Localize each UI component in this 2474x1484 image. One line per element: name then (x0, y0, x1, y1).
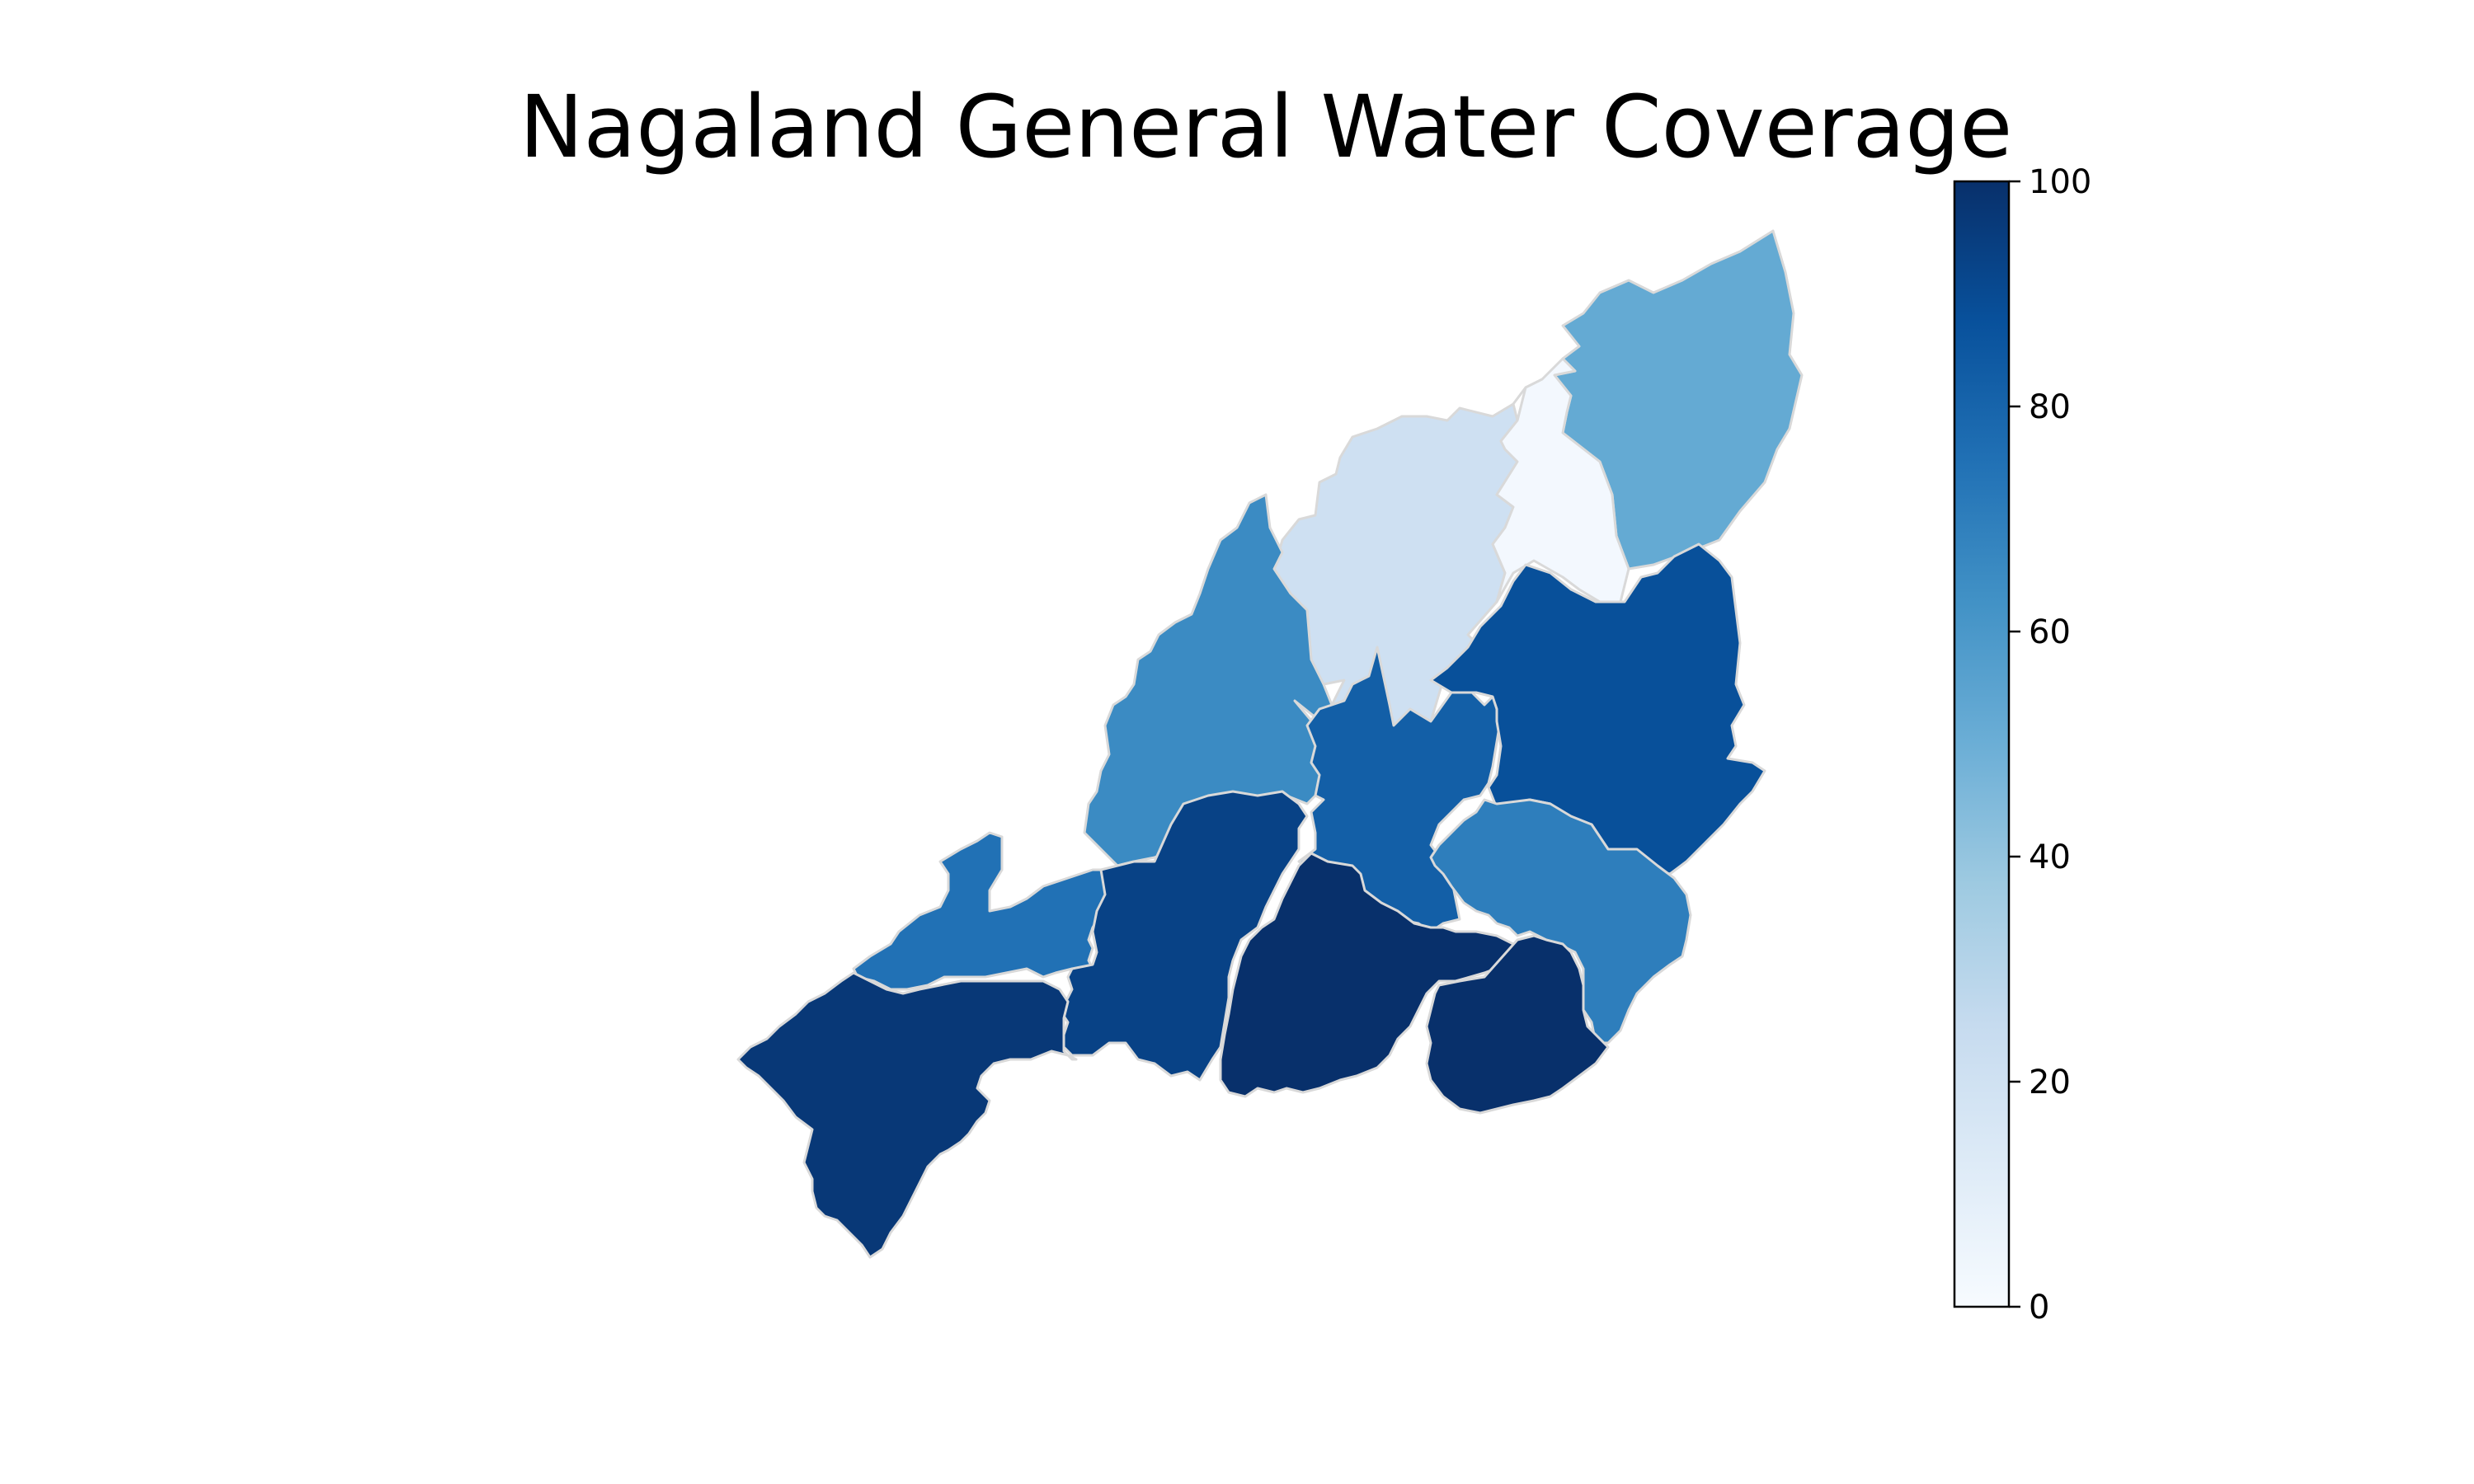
map-title: Nagaland General Water Coverage (520, 77, 2013, 177)
colorbar-tick-label: 0 (2029, 1289, 2049, 1327)
colorbar-tick: 0 (2009, 1289, 2049, 1327)
colorbar-tick: 80 (2009, 388, 2071, 426)
colorbar-tick: 60 (2009, 613, 2071, 651)
district-south-east-lobe[interactable] (1425, 934, 1610, 1115)
colorbar: 0 20 40 60 80 100 (1953, 163, 2091, 1327)
district-south-centre[interactable] (1219, 852, 1519, 1098)
colorbar-tick-label: 80 (2029, 388, 2071, 426)
colorbar-tick-label: 20 (2029, 1064, 2071, 1101)
district-west[interactable] (852, 831, 1111, 991)
district-central-west[interactable] (1058, 790, 1309, 1082)
colorbar-tick: 100 (2009, 163, 2091, 201)
district-map (736, 229, 1804, 1259)
district-south-east[interactable] (1429, 798, 1692, 1045)
colorbar-tick-label: 100 (2029, 163, 2091, 201)
colorbar-gradient (1953, 180, 2011, 1308)
colorbar-tick-label: 60 (2029, 613, 2071, 651)
colorbar-tick-label: 40 (2029, 838, 2071, 876)
district-south-west[interactable] (736, 971, 1078, 1259)
colorbar-ticks: 0 20 40 60 80 100 (2009, 163, 2091, 1327)
colorbar-tick: 40 (2009, 838, 2071, 876)
district-north-centre-right[interactable] (1491, 357, 1630, 603)
colorbar-tick: 20 (2009, 1064, 2071, 1101)
